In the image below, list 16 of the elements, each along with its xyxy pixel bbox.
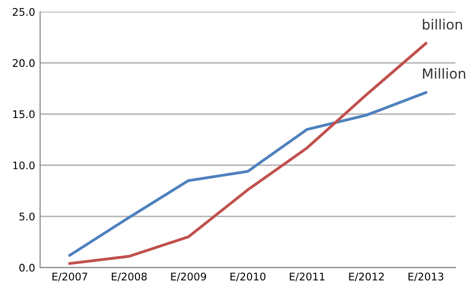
x-tick-label: E/2007 (52, 272, 88, 282)
y-tick-label: 25.0 (12, 8, 35, 16)
y-tick-label: 0.0 (19, 264, 35, 272)
y-tick-label: 15.0 (13, 110, 35, 118)
x-tick-label: E/2009 (171, 272, 206, 282)
line-series (68, 91, 428, 257)
series-label: billion (422, 18, 462, 30)
y-tick-label: 20.0 (12, 59, 35, 68)
x-tick-label: E/2012 (349, 272, 384, 282)
x-tick-label: E/2011 (290, 272, 324, 282)
series-label: Million (423, 68, 466, 79)
x-tick-label: E/2008 (112, 272, 147, 282)
x-tick-label: E/2010 (230, 272, 266, 282)
y-tick-label: 10.0 (13, 161, 35, 170)
x-tick-label: E/2013 (408, 272, 444, 282)
y-tick-label: 5.0 (19, 212, 35, 220)
